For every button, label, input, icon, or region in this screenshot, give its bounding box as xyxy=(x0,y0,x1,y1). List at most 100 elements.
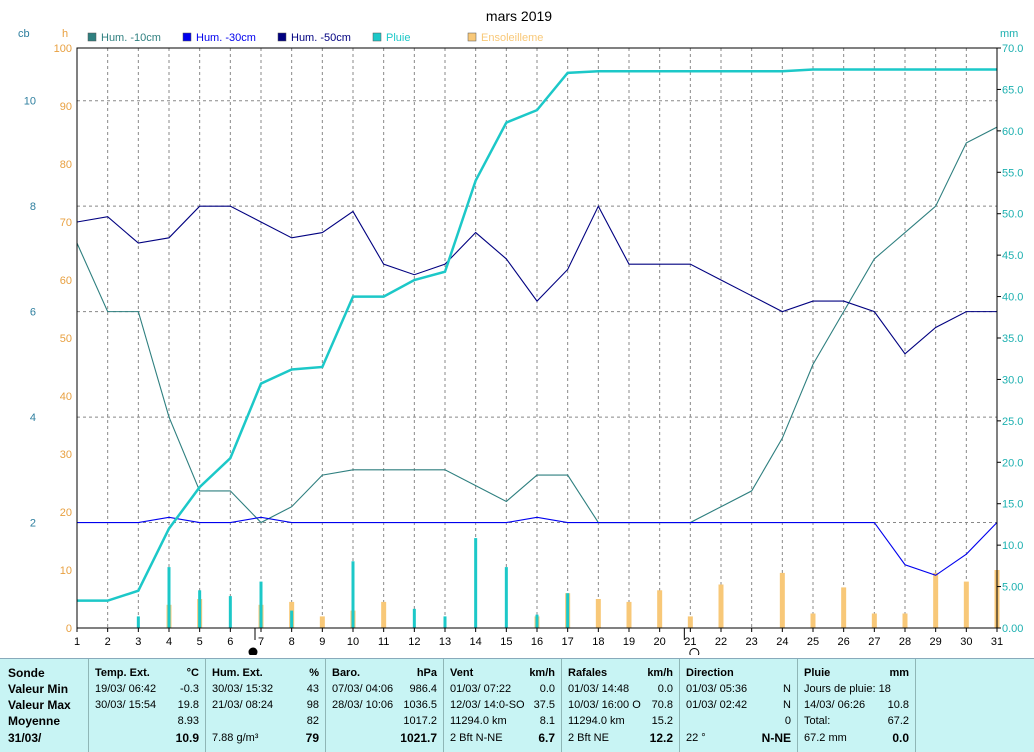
left-outer-tick-label: 2 xyxy=(30,518,36,530)
table-cell-value: 1017.2 xyxy=(403,715,437,727)
legend-swatch xyxy=(372,32,382,42)
x-tick-label: 14 xyxy=(470,636,482,648)
table-column-pluie: Pluie mm Jours de pluie: 18 14/03/ 06:26 10.… xyxy=(797,659,915,752)
row-label-max: Valeur Max xyxy=(8,698,71,712)
row-label-sonde: Sonde xyxy=(8,666,45,680)
table-cell-value: 8.93 xyxy=(177,715,199,727)
bar-rain-daily xyxy=(535,614,539,628)
table-cell-detail: Total: xyxy=(804,715,831,727)
table-cell-value: 19.8 xyxy=(177,699,199,711)
x-tick-label: 10 xyxy=(347,636,359,648)
x-tick-label: 23 xyxy=(746,636,758,648)
table-cell-value: 67.2 xyxy=(887,715,909,727)
column-title: Vent xyxy=(450,667,474,679)
bar-sunshine xyxy=(687,616,693,628)
table-label-column: Sonde Valeur Min Valeur Max Moyenne 31/0… xyxy=(0,659,88,752)
table-cell-detail: 07/03/ 04:06 xyxy=(332,683,394,695)
full-moon-icon xyxy=(248,647,258,655)
bar-rain-daily xyxy=(167,567,171,628)
x-tick-label: 22 xyxy=(715,636,727,648)
x-tick-label: 9 xyxy=(319,636,325,648)
table-cell-detail: 11294.0 km xyxy=(568,715,625,727)
left-inner-tick-label: 40 xyxy=(60,391,72,403)
row-label-date: 31/03/ xyxy=(8,731,42,745)
table-cell-detail: 19/03/ 06:42 xyxy=(95,683,157,695)
bar-rain-daily xyxy=(351,561,355,628)
series-line-pluie xyxy=(77,68,997,602)
left-outer-tick-label: 6 xyxy=(30,307,36,319)
right-tick-label: 45.0 xyxy=(1002,250,1023,262)
bar-rain-daily xyxy=(198,590,202,628)
table-cell-value: 10.8 xyxy=(887,699,909,711)
table-cell-detail: 2 Bft NE xyxy=(568,732,609,744)
table-cell-value: 1021.7 xyxy=(400,731,437,745)
table-cell-value: N-NE xyxy=(761,731,791,745)
table-cell-value: 37.5 xyxy=(533,699,555,711)
x-tick-label: 2 xyxy=(105,636,111,648)
bar-sunshine xyxy=(933,572,939,628)
left-outer-axis-unit: cb xyxy=(18,28,30,40)
chart-title: mars 2019 xyxy=(486,8,552,24)
table-cell-detail: 12/03/ 14:0-SO xyxy=(450,699,525,711)
table-cell-value: 986.4 xyxy=(409,683,437,695)
table-column-vent: Vent km/h 01/03/ 07:22 0.0 12/03/ 14:0-SO 37.… xyxy=(443,659,561,752)
bar-sunshine xyxy=(902,613,908,628)
table-column-direction: Direction 01/03/ 05:36 N 01/03/ 02:42 N 0 22 °… xyxy=(679,659,797,752)
legend-label: Pluie xyxy=(386,32,410,44)
table-column-rafales: Rafales km/h 01/03/ 14:48 0.0 10/03/ 16:00 O… xyxy=(561,659,679,752)
left-inner-tick-label: 70 xyxy=(60,217,72,229)
bar-sunshine xyxy=(841,587,847,628)
row-label-mean: Moyenne xyxy=(8,714,61,728)
table-column-empty xyxy=(915,659,1034,752)
table-cell-value: 1036.5 xyxy=(403,699,437,711)
table-cell-value: 43 xyxy=(306,683,319,695)
column-unit: % xyxy=(309,667,319,679)
legend-label: Ensoleilleme xyxy=(481,32,543,44)
table-cell-value: N xyxy=(783,683,791,695)
weather-chart: mars 2019 cb h mm Hum. -10cm Hum. -30cm Hu… xyxy=(18,8,1023,655)
right-tick-label: 60.0 xyxy=(1002,126,1023,138)
x-tick-label: 16 xyxy=(531,636,543,648)
bar-rain-daily xyxy=(412,608,416,628)
x-tick-label: 13 xyxy=(439,636,451,648)
bar-sunshine xyxy=(381,601,387,628)
right-tick-label: 70.0 xyxy=(1002,43,1023,55)
column-unit: hPa xyxy=(416,667,437,679)
series-line-hum-50cm xyxy=(76,204,997,355)
legend-swatch xyxy=(277,32,287,42)
right-axis-unit: mm xyxy=(1000,28,1018,40)
x-tick-label: 26 xyxy=(838,636,850,648)
column-unit: km/h xyxy=(647,667,673,679)
table-cell-detail: 01/03/ 14:48 xyxy=(568,683,630,695)
left-outer-tick-label: 4 xyxy=(30,412,36,424)
bar-rain-daily xyxy=(474,538,478,628)
table-column-temp-ext: Temp. Ext. °C 19/03/ 06:42 -0.3 30/03/ 15:54… xyxy=(88,659,205,752)
right-tick-label: 0.00 xyxy=(1002,623,1023,635)
column-unit: km/h xyxy=(529,667,555,679)
series-lines xyxy=(76,68,998,602)
left-inner-axis-unit: h xyxy=(62,28,68,40)
table-cell-value: -0.3 xyxy=(180,683,199,695)
table-cell-detail: 67.2 mm xyxy=(804,732,847,744)
legend-label: Hum. -10cm xyxy=(101,32,161,44)
left-outer-tick-label: 10 xyxy=(24,96,36,108)
left-inner-tick-label: 90 xyxy=(60,101,72,113)
table-cell-detail: 21/03/ 08:24 xyxy=(212,699,274,711)
x-tick-label: 1 xyxy=(74,636,80,648)
table-cell-detail: 01/03/ 05:36 xyxy=(686,683,748,695)
table-cell-value: 6.7 xyxy=(538,731,555,745)
x-tick-label: 28 xyxy=(899,636,911,648)
bar-sunshine xyxy=(319,616,325,628)
column-title: Direction xyxy=(686,667,734,679)
moon-markers xyxy=(248,628,700,655)
table-cell-detail: 7.88 g/m³ xyxy=(212,732,259,744)
table-cell-value: 0.0 xyxy=(539,683,555,695)
new-moon-icon xyxy=(689,648,700,655)
table-cell-value: 0.0 xyxy=(892,731,909,745)
x-tick-label: 19 xyxy=(623,636,635,648)
bar-rain-daily xyxy=(443,616,447,628)
x-tick-label: 17 xyxy=(562,636,574,648)
bar-rain-daily xyxy=(259,581,263,628)
bar-sunshine xyxy=(963,581,969,628)
left-inner-tick-label: 0 xyxy=(66,623,72,635)
